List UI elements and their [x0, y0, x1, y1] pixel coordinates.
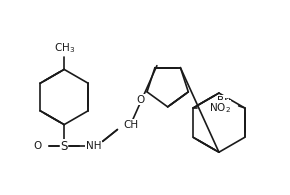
- Text: Br: Br: [217, 96, 229, 106]
- Text: O: O: [137, 95, 145, 105]
- Text: NH: NH: [86, 141, 102, 151]
- Text: CH: CH: [123, 120, 138, 130]
- Text: O: O: [87, 141, 95, 151]
- Text: NO$_2$: NO$_2$: [209, 101, 231, 115]
- Text: CH$_3$: CH$_3$: [54, 41, 75, 55]
- Text: O: O: [33, 141, 41, 151]
- Text: S: S: [61, 140, 68, 153]
